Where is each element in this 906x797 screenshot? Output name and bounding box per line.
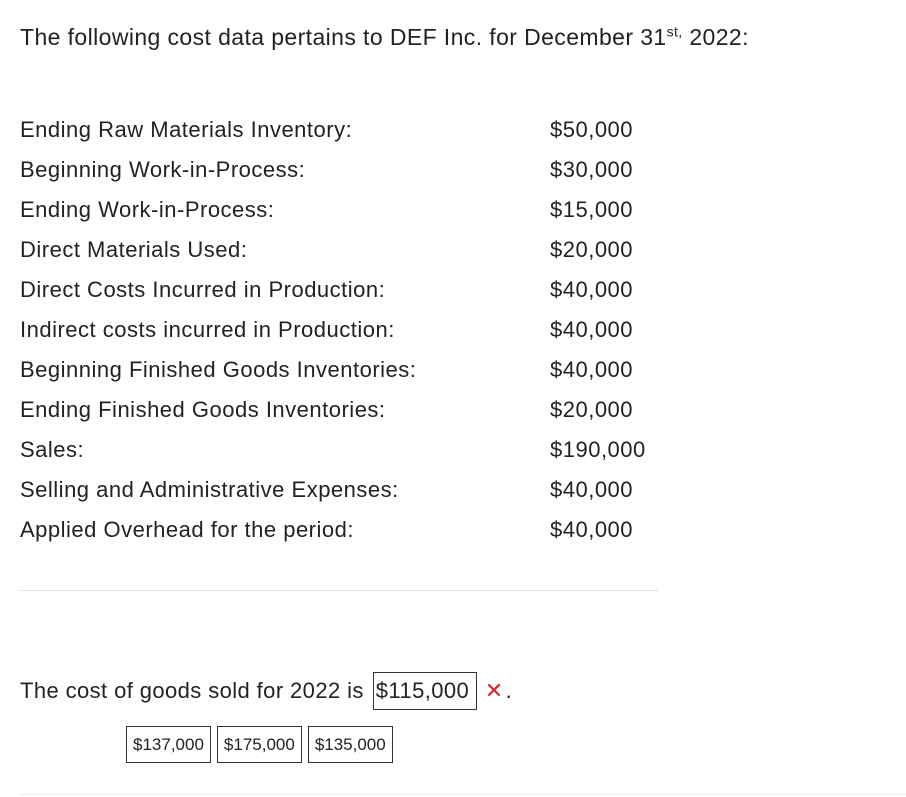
cost-label: Beginning Finished Goods Inventories: [20, 357, 417, 382]
intro-text: The following cost data pertains to DEF … [20, 24, 749, 51]
option-chip[interactable]: $175,000 [216, 726, 302, 763]
section-divider [20, 590, 658, 591]
cost-value: $50,000 [550, 117, 634, 142]
cost-value: $30,000 [550, 157, 634, 182]
cost-row: Direct Materials Used: $20,000 [20, 230, 660, 270]
cost-value: $190,000 [550, 437, 646, 462]
bottom-divider [20, 794, 906, 795]
cost-value: $20,000 [550, 397, 634, 422]
cost-label: Applied Overhead for the period: [20, 517, 354, 542]
cost-label: Ending Work-in-Process: [20, 197, 275, 222]
cost-row: Indirect costs incurred in Production: $… [20, 310, 660, 350]
cost-label: Selling and Administrative Expenses: [20, 477, 399, 502]
cost-row: Applied Overhead for the period: $40,000 [20, 510, 660, 550]
answer-options: $137,000 $175,000 $135,000 [126, 726, 393, 763]
intro-text-before: The following cost data pertains to DEF … [20, 24, 667, 50]
intro-text-after: 2022: [682, 24, 749, 50]
cost-value: $40,000 [550, 477, 634, 502]
cost-row: Ending Work-in-Process: $15,000 [20, 190, 660, 230]
cost-label: Direct Materials Used: [20, 237, 248, 262]
cost-value: $15,000 [550, 197, 634, 222]
cost-data-table: Ending Raw Materials Inventory: $50,000 … [20, 110, 660, 550]
option-chip[interactable]: $137,000 [126, 726, 211, 763]
cost-row: Selling and Administrative Expenses: $40… [20, 470, 660, 510]
intro-superscript: st, [666, 23, 683, 40]
option-chip[interactable]: $135,000 [307, 726, 393, 763]
cross-icon: ✕ [484, 678, 504, 703]
cost-row: Beginning Work-in-Process: $30,000 [20, 150, 660, 190]
question-suffix: . [505, 678, 513, 703]
cost-label: Ending Finished Goods Inventories: [20, 397, 386, 422]
cost-label: Indirect costs incurred in Production: [20, 317, 395, 342]
cost-label: Direct Costs Incurred in Production: [20, 277, 386, 302]
cost-value: $20,000 [550, 237, 634, 262]
cost-row: Direct Costs Incurred in Production: $40… [20, 270, 660, 310]
question-sentence: The cost of goods sold for 2022 is $115,… [20, 671, 512, 711]
question-prefix: The cost of goods sold for 2022 is [20, 678, 364, 703]
cost-row: Beginning Finished Goods Inventories: $4… [20, 350, 660, 390]
cost-row: Ending Finished Goods Inventories: $20,0… [20, 390, 660, 430]
answer-drop-zone[interactable]: $115,000 [372, 672, 477, 710]
cost-value: $40,000 [550, 517, 634, 542]
cost-value: $40,000 [550, 357, 634, 382]
cost-label: Ending Raw Materials Inventory: [20, 117, 353, 142]
cost-label: Beginning Work-in-Process: [20, 157, 306, 182]
cost-row: Ending Raw Materials Inventory: $50,000 [20, 110, 660, 150]
cost-row: Sales: $190,000 [20, 430, 660, 470]
cost-label: Sales: [20, 437, 85, 462]
cost-value: $40,000 [550, 277, 634, 302]
cost-value: $40,000 [550, 317, 634, 342]
